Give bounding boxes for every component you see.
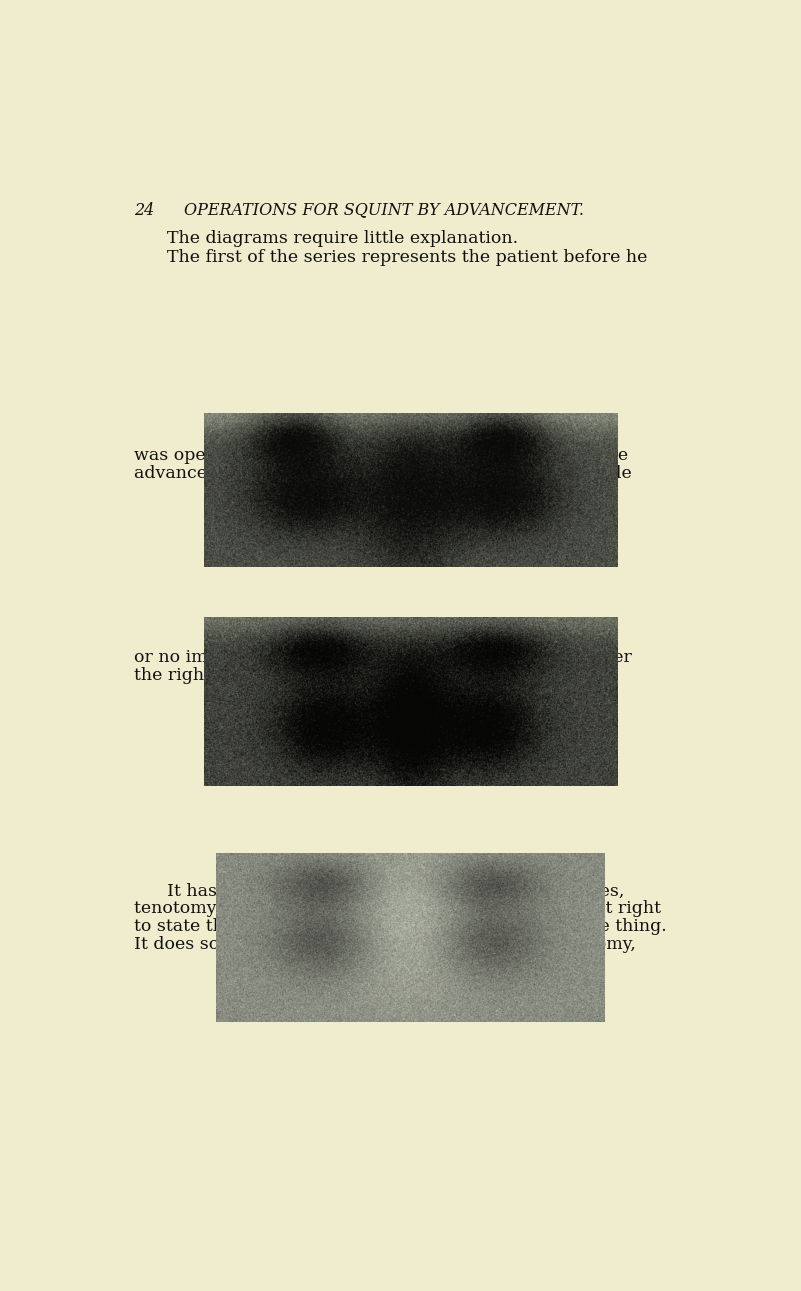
Text: was operated on at all.   The second was taken after the: was operated on at all. The second was t… (135, 447, 629, 465)
Text: to state that advancement occasionally does the same thing.: to state that advancement occasionally d… (135, 918, 667, 936)
Text: N. L.  No. 1: N. L. No. 1 (371, 430, 450, 443)
Text: OPERATIONS FOR SQUINT BY ADVANCEMENT.: OPERATIONS FOR SQUINT BY ADVANCEMENT. (184, 201, 584, 218)
Text: the right external rectus had also been advanced.: the right external rectus had also been … (135, 667, 573, 684)
Text: N. L.  No. 2.: N. L. No. 2. (368, 633, 453, 646)
Text: or no improvement, and the third is the final result after: or no improvement, and the third is the … (135, 649, 632, 666)
Text: tenotomy still leaves a marked convergence.   It is but right: tenotomy still leaves a marked convergen… (135, 901, 662, 918)
Text: N. L.  No. 3.: N. L. No. 3. (368, 866, 453, 880)
Text: 24: 24 (135, 201, 155, 218)
Text: It has already been pointed out that, in many cases,: It has already been pointed out that, in… (167, 883, 624, 900)
Text: It does so, however, much less frequently than tenotomy,: It does so, however, much less frequentl… (135, 936, 636, 953)
Text: The first of the series represents the patient before he: The first of the series represents the p… (167, 249, 647, 266)
Text: advancement of the left external rectus, and shows little: advancement of the left external rectus,… (135, 465, 632, 482)
Text: The diagrams require little explanation.: The diagrams require little explanation. (167, 231, 517, 248)
